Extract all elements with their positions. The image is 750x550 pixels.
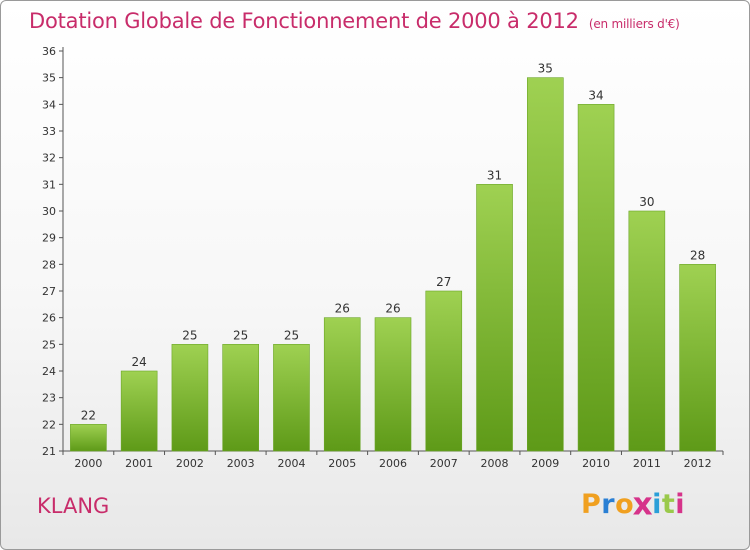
y-tick-label: 21	[42, 445, 56, 458]
bar-2011	[628, 210, 666, 452]
chart-axes: 21 22 23 24 25 26 27 28 29 30 31 32 33 34 35 36 2000 2001…	[42, 45, 724, 470]
y-tick-label: 22	[42, 418, 56, 431]
y-tick-label: 35	[42, 72, 56, 85]
y-tick-label: 36	[42, 45, 56, 58]
commune-name: KLANG	[37, 494, 110, 518]
x-tick-label: 2004	[277, 457, 305, 470]
y-tick-label: 24	[42, 365, 56, 378]
data-label-2003: 25	[233, 328, 248, 342]
data-label-2000: 22	[81, 408, 96, 422]
x-tick-label: 2007	[430, 457, 458, 470]
x-tick-label: 2005	[328, 457, 356, 470]
data-label-2001: 24	[132, 355, 147, 369]
chart-title-text: Dotation Globale de Fonctionnement de 20…	[29, 9, 579, 33]
y-tick-label: 32	[42, 152, 56, 165]
x-tick-label: 2002	[176, 457, 204, 470]
x-tick-label: 2003	[227, 457, 255, 470]
data-label-2007: 27	[436, 275, 451, 289]
logo-letter: P	[581, 489, 602, 520]
bar-2005	[323, 317, 361, 452]
y-tick-label: 34	[42, 98, 56, 111]
chart-data-labels: 22 24 25 25 25 26 26 27 31 35 34 30 28	[81, 62, 706, 423]
x-tick-label: 2010	[582, 457, 610, 470]
x-tick-label: 2001	[125, 457, 153, 470]
bar-2008	[476, 184, 513, 452]
x-tick-label: 2000	[74, 457, 102, 470]
x-tick-label: 2012	[684, 457, 712, 470]
x-tick-label: 2011	[633, 457, 661, 470]
data-label-2005: 26	[335, 302, 350, 316]
bar-2009	[527, 77, 564, 452]
y-tick-label: 25	[42, 338, 56, 351]
y-tick-label: 28	[42, 258, 56, 271]
data-label-2004: 25	[284, 328, 299, 342]
data-label-2012: 28	[690, 248, 705, 262]
logo-letter: r	[601, 489, 616, 520]
logo-letter: i	[652, 489, 662, 520]
data-label-2011: 30	[639, 195, 654, 209]
data-label-2002: 25	[182, 328, 197, 342]
bar-2012	[679, 264, 716, 452]
y-tick-label: 26	[42, 312, 56, 325]
y-tick-label: 33	[42, 125, 56, 138]
data-label-2010: 34	[588, 88, 603, 102]
logo-letter: x	[632, 486, 654, 523]
bar-2006	[374, 317, 412, 452]
data-label-2006: 26	[385, 302, 400, 316]
y-tick-label: 30	[42, 205, 56, 218]
y-tick-label: 23	[42, 392, 56, 405]
data-label-2009: 35	[538, 62, 553, 76]
logo-letter: t	[661, 489, 676, 520]
bar-2004	[273, 344, 310, 452]
bar-2002	[171, 344, 209, 452]
proxiti-logo[interactable]: Proxiti	[581, 486, 686, 523]
bar-2001	[120, 370, 158, 452]
logo-letter: o	[615, 489, 635, 520]
bar-2000	[70, 424, 107, 452]
data-label-2008: 31	[487, 168, 502, 182]
x-tick-label: 2009	[531, 457, 559, 470]
chart-subtitle: (en milliers d'€)	[588, 17, 680, 31]
chart-title: Dotation Globale de Fonctionnement de 20…	[29, 9, 680, 33]
chart-bars	[70, 77, 716, 452]
y-tick-label: 27	[42, 285, 56, 298]
y-tick-label: 31	[42, 178, 56, 191]
bar-2010	[577, 104, 615, 452]
bar-2007	[425, 290, 463, 452]
bar-2003	[222, 344, 259, 452]
logo-letter: i	[675, 489, 686, 520]
x-tick-label: 2006	[379, 457, 407, 470]
x-tick-label: 2008	[481, 457, 509, 470]
y-tick-label: 29	[42, 232, 56, 245]
